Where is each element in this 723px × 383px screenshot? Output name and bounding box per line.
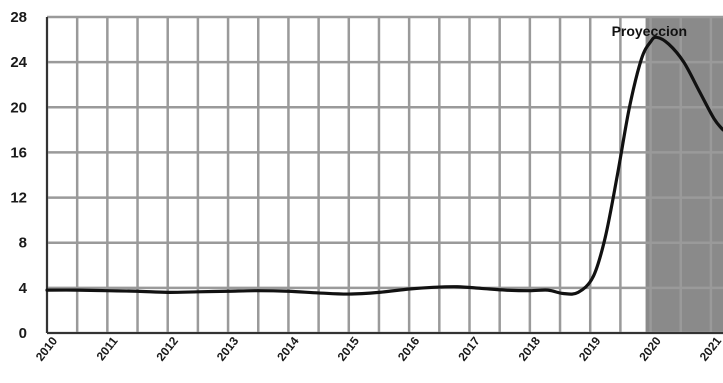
y-tick-label: 12	[10, 190, 27, 207]
x-tick-label: 2018	[516, 334, 544, 364]
x-tick-label: 2016	[395, 334, 423, 364]
x-tick-label: 2021	[697, 334, 723, 364]
y-tick-label: 4	[19, 280, 28, 297]
x-tick-label: 2014	[274, 334, 302, 364]
y-tick-label: 8	[19, 235, 27, 252]
x-tick-label: 2013	[214, 334, 242, 364]
projection-label: Proyeccion	[612, 23, 687, 39]
x-tick-label: 2010	[33, 334, 61, 364]
x-tick-label: 2011	[94, 334, 121, 363]
x-tick-label: 2019	[576, 334, 604, 364]
x-tick-label: 2012	[153, 334, 181, 364]
y-tick-label: 28	[10, 9, 27, 26]
x-tick-label: 2015	[335, 334, 363, 364]
y-tick-label: 20	[10, 99, 27, 116]
x-tick-label: 2017	[455, 334, 483, 364]
y-tick-label: 0	[19, 325, 27, 342]
x-tick-label: 2020	[636, 334, 664, 364]
y-tick-label: 24	[10, 54, 27, 71]
series-line	[45, 35, 723, 296]
y-tick-label: 16	[10, 144, 27, 161]
